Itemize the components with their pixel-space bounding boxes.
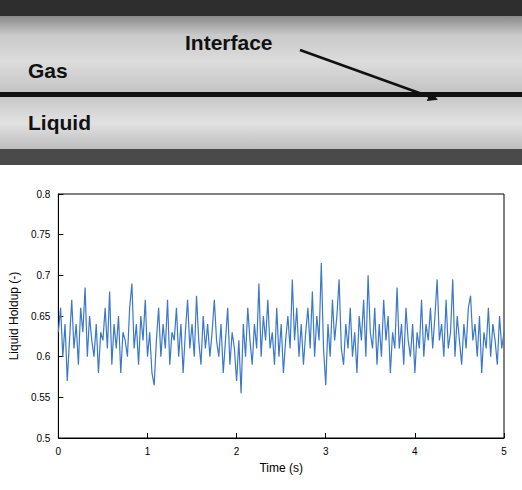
svg-text:2: 2 xyxy=(234,446,240,457)
svg-text:3: 3 xyxy=(323,446,329,457)
svg-text:0.6: 0.6 xyxy=(36,351,50,362)
svg-text:0.75: 0.75 xyxy=(31,229,51,240)
svg-text:Liquid: Liquid xyxy=(28,111,91,134)
svg-text:0.7: 0.7 xyxy=(36,270,50,281)
svg-text:Liquid Holdup (-): Liquid Holdup (-) xyxy=(7,272,21,361)
svg-text:Interface: Interface xyxy=(185,31,273,54)
svg-text:0.5: 0.5 xyxy=(36,433,50,444)
svg-text:0.65: 0.65 xyxy=(31,311,51,322)
svg-text:0: 0 xyxy=(56,446,62,457)
svg-text:0.8: 0.8 xyxy=(36,189,50,200)
svg-text:1: 1 xyxy=(145,446,151,457)
svg-text:5: 5 xyxy=(501,446,507,457)
svg-text:Gas: Gas xyxy=(28,59,68,82)
svg-text:0.55: 0.55 xyxy=(31,392,51,403)
svg-text:Time (s): Time (s) xyxy=(259,461,303,475)
svg-text:4: 4 xyxy=(412,446,418,457)
